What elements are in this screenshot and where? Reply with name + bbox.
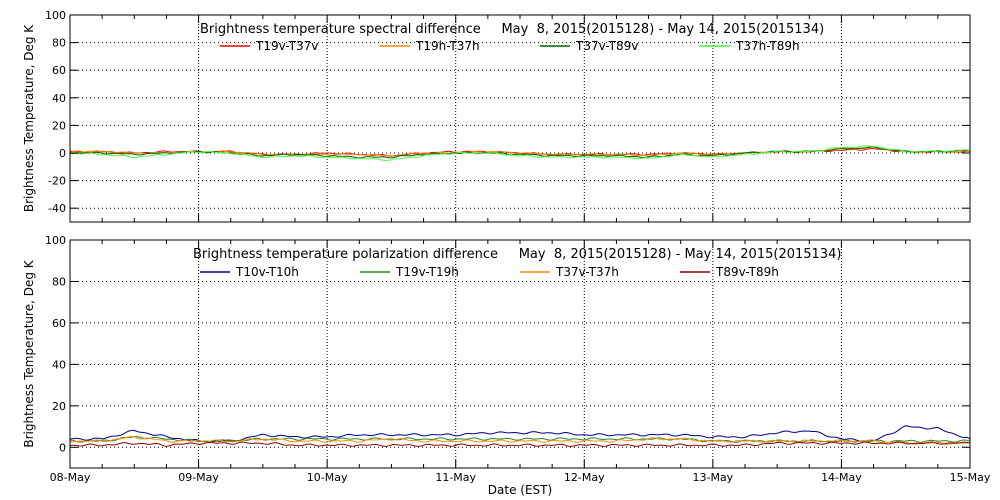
x-tick-label: 11-May bbox=[435, 471, 476, 484]
series-line-t37v-t37h bbox=[69, 435, 971, 445]
y-tick-label: 100 bbox=[45, 9, 66, 22]
legend-label: T89v-T89h bbox=[715, 265, 779, 279]
polarization-y-axis-label: Brightness Temperature, Deg K bbox=[22, 259, 36, 447]
legend-label: T37h-T89h bbox=[735, 39, 800, 53]
y-tick-label: 60 bbox=[52, 317, 66, 330]
polarization-series bbox=[69, 425, 971, 447]
legend-label: T19h-T37h bbox=[415, 39, 480, 53]
y-tick-label: 80 bbox=[52, 37, 66, 50]
series-line-t10v-t10h bbox=[69, 425, 971, 443]
x-tick-label: 15-May bbox=[950, 471, 991, 484]
y-tick-label: 80 bbox=[52, 275, 66, 288]
legend-label: T37v-T89v bbox=[575, 39, 638, 53]
y-tick-label: -20 bbox=[48, 175, 66, 188]
y-tick-label: 40 bbox=[52, 358, 66, 371]
polarization-grid bbox=[70, 240, 970, 468]
spectral-difference-panel: -40 -20 0 20 40 60 80 100 Brightness temperatur… bbox=[22, 9, 971, 223]
spectral-chart-title: Brightness temperature spectral differen… bbox=[200, 22, 824, 37]
polarization-difference-panel: 08-May 09-May 10-May 11-May 12-May 13-May 14-M… bbox=[22, 234, 991, 484]
polarization-ticks: 08-May 09-May 10-May 11-May 12-May 13-May 14-M… bbox=[45, 234, 991, 484]
x-tick-label: 12-May bbox=[564, 471, 605, 484]
y-tick-label: 40 bbox=[52, 92, 66, 105]
x-tick-label: 14-May bbox=[821, 471, 862, 484]
spectral-y-axis-label: Brightness Temperature, Deg K bbox=[22, 24, 36, 212]
y-tick-label: -40 bbox=[48, 202, 66, 215]
y-tick-label: 20 bbox=[52, 119, 66, 132]
y-tick-label: 0 bbox=[59, 441, 66, 454]
y-tick-label: 60 bbox=[52, 64, 66, 77]
legend-label: T10v-T10h bbox=[235, 265, 299, 279]
legend-label: T19v-T37v bbox=[255, 39, 318, 53]
x-tick-label: 13-May bbox=[692, 471, 733, 484]
series-line-t37h-t89h bbox=[70, 145, 971, 162]
y-tick-label: 100 bbox=[45, 234, 66, 247]
x-tick-label: 10-May bbox=[307, 471, 348, 484]
x-tick-label: 08-May bbox=[50, 471, 91, 484]
spectral-legend: T19v-T37v T19h-T37h T37v-T89v T37h-T89h bbox=[220, 39, 800, 53]
legend-label: T37v-T37h bbox=[555, 265, 619, 279]
spectral-series bbox=[69, 145, 971, 162]
polarization-chart-title: Brightness temperature polarization diff… bbox=[193, 247, 841, 262]
x-axis-label: Date (EST) bbox=[488, 483, 552, 497]
x-tick-label: 09-May bbox=[178, 471, 219, 484]
spectral-ticks: -40 -20 0 20 40 60 80 100 bbox=[45, 9, 971, 222]
y-tick-label: 20 bbox=[52, 400, 66, 413]
series-line-t89v-t89h bbox=[69, 441, 971, 447]
legend-label: T19v-T19h bbox=[395, 265, 459, 279]
polarization-legend: T10v-T10h T19v-T19h T37v-T37h T89v-T89h bbox=[200, 265, 779, 279]
y-tick-label: 0 bbox=[59, 147, 66, 160]
